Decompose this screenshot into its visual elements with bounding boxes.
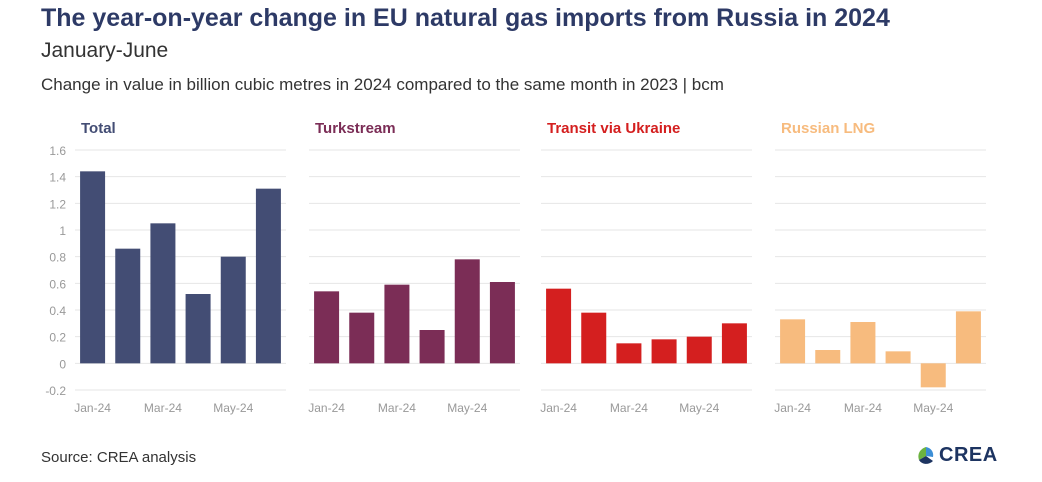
x-tick-label: May-24 — [913, 401, 953, 415]
x-tick-label: Jan-24 — [74, 401, 111, 415]
bar — [349, 312, 375, 364]
bar — [581, 312, 607, 364]
bar — [780, 319, 806, 364]
bar — [185, 294, 211, 364]
bar — [80, 171, 106, 364]
bar — [885, 351, 911, 364]
bar — [150, 223, 176, 364]
chart-description: Change in value in billion cubic metres … — [41, 75, 724, 94]
x-tick-label: May-24 — [679, 401, 719, 415]
bar — [384, 284, 410, 364]
bar — [850, 322, 876, 364]
x-tick-label: Jan-24 — [308, 401, 345, 415]
x-tick-label: Jan-24 — [540, 401, 577, 415]
y-tick-label: 0.6 — [49, 277, 66, 291]
crea-leaf-icon — [918, 446, 934, 464]
bar — [815, 350, 841, 364]
bar — [255, 188, 281, 364]
y-tick-label: 0.8 — [49, 251, 66, 265]
bar — [686, 336, 712, 364]
x-tick-label: May-24 — [447, 401, 487, 415]
bar — [489, 282, 515, 364]
panel-title: Russian LNG — [781, 120, 875, 137]
y-tick-label: 1.4 — [49, 171, 66, 185]
y-tick-label: 0.4 — [49, 304, 66, 318]
bar — [721, 323, 747, 364]
bar — [314, 291, 340, 364]
x-tick-label: Mar-24 — [610, 401, 648, 415]
panel-title: Transit via Ukraine — [547, 120, 680, 137]
y-tick-label: 1.2 — [49, 197, 66, 211]
x-tick-label: Jan-24 — [774, 401, 811, 415]
bar — [454, 259, 480, 364]
logo-text: CREA — [939, 444, 998, 466]
x-tick-label: May-24 — [213, 401, 253, 415]
x-tick-label: Mar-24 — [378, 401, 416, 415]
bar — [220, 256, 246, 364]
bar — [955, 311, 981, 364]
crea-logo: CREA — [916, 444, 998, 467]
panel-title: Turkstream — [315, 120, 396, 137]
chart-subtitle: January-June — [41, 39, 169, 62]
bar — [419, 330, 445, 364]
bar — [546, 288, 572, 364]
bar — [115, 248, 141, 364]
y-tick-label: 0 — [59, 357, 66, 371]
panel-title: Total — [81, 120, 116, 137]
y-tick-label: 1.6 — [49, 144, 66, 158]
x-tick-label: Mar-24 — [844, 401, 882, 415]
x-tick-label: Mar-24 — [144, 401, 182, 415]
y-tick-label: 0.2 — [49, 331, 66, 345]
y-tick-label: 1 — [59, 224, 66, 238]
bar — [651, 339, 677, 364]
bar — [920, 363, 946, 388]
y-tick-label: -0.2 — [45, 384, 66, 398]
chart-title: The year-on-year change in EU natural ga… — [41, 4, 890, 32]
bar — [616, 343, 642, 364]
source-note: Source: CREA analysis — [41, 449, 197, 466]
